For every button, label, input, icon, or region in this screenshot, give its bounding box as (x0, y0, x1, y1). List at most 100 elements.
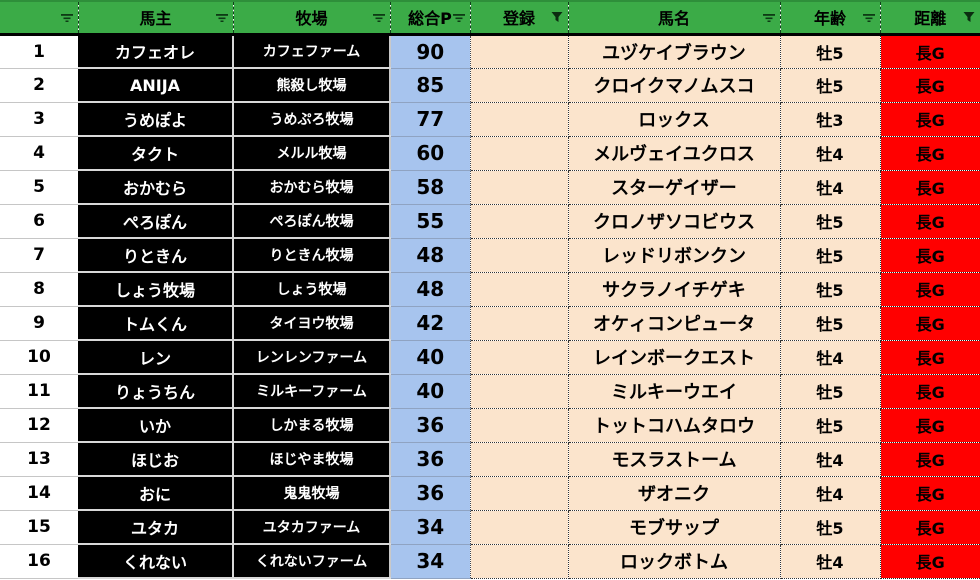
cell-points[interactable]: 34 (390, 544, 471, 579)
cell-farm[interactable]: カフェファーム (233, 34, 391, 69)
cell-points[interactable]: 40 (390, 340, 471, 375)
cell-points[interactable]: 58 (390, 170, 471, 205)
cell-age[interactable]: 牡4 (780, 442, 881, 477)
cell-owner[interactable]: ぺろぽん (78, 204, 234, 239)
cell-age[interactable]: 牡4 (780, 476, 881, 511)
cell-points[interactable]: 48 (390, 238, 471, 273)
cell-age[interactable]: 牡5 (780, 510, 881, 545)
cell-age[interactable]: 牡5 (780, 204, 881, 239)
cell-age[interactable]: 牡5 (780, 238, 881, 273)
header-registration[interactable]: 登録 (469, 0, 568, 36)
cell-age[interactable]: 牡5 (780, 34, 881, 69)
cell-row-number[interactable]: 4 (0, 136, 78, 171)
cell-points[interactable]: 60 (390, 136, 471, 171)
cell-age[interactable]: 牡4 (780, 136, 881, 171)
cell-age[interactable]: 牡4 (780, 340, 881, 375)
filter-dropdown-icon[interactable] (451, 9, 467, 25)
cell-distance[interactable]: 長G (880, 476, 980, 511)
cell-registration[interactable] (470, 204, 569, 239)
header-rownum[interactable] (0, 0, 78, 36)
cell-horse-name[interactable]: ミルキーウエイ (568, 374, 781, 409)
cell-age[interactable]: 牡5 (780, 68, 881, 103)
filter-dropdown-icon[interactable] (761, 9, 777, 25)
cell-points[interactable]: 48 (390, 272, 471, 307)
cell-distance[interactable]: 長G (880, 170, 980, 205)
filter-dropdown-icon[interactable] (861, 9, 877, 25)
cell-horse-name[interactable]: サクラノイチゲキ (568, 272, 781, 307)
cell-horse-name[interactable]: スターゲイザー (568, 170, 781, 205)
cell-farm[interactable]: ほじやま牧場 (233, 442, 391, 477)
cell-registration[interactable] (470, 476, 569, 511)
cell-distance[interactable]: 長G (880, 102, 980, 137)
cell-horse-name[interactable]: メルヴェイユクロス (568, 136, 781, 171)
cell-distance[interactable]: 長G (880, 306, 980, 341)
filter-dropdown-icon[interactable] (59, 9, 75, 25)
cell-row-number[interactable]: 7 (0, 238, 78, 273)
cell-farm[interactable]: しょう牧場 (233, 272, 391, 307)
cell-horse-name[interactable]: ロックス (568, 102, 781, 137)
cell-horse-name[interactable]: モスラストーム (568, 442, 781, 477)
cell-farm[interactable]: うめぷろ牧場 (233, 102, 391, 137)
cell-row-number[interactable]: 8 (0, 272, 78, 307)
cell-distance[interactable]: 長G (880, 34, 980, 69)
cell-owner[interactable]: トムくん (78, 306, 234, 341)
cell-row-number[interactable]: 14 (0, 476, 78, 511)
cell-points[interactable]: 36 (390, 476, 471, 511)
cell-row-number[interactable]: 1 (0, 34, 78, 69)
cell-registration[interactable] (470, 408, 569, 443)
cell-horse-name[interactable]: クロイクマノムスコ (568, 68, 781, 103)
filter-dropdown-icon[interactable] (371, 9, 387, 25)
cell-distance[interactable]: 長G (880, 374, 980, 409)
cell-registration[interactable] (470, 306, 569, 341)
filter-dropdown-icon[interactable] (214, 9, 230, 25)
cell-horse-name[interactable]: ザオニク (568, 476, 781, 511)
cell-horse-name[interactable]: レッドリボンクン (568, 238, 781, 273)
cell-row-number[interactable]: 3 (0, 102, 78, 137)
cell-age[interactable]: 牡5 (780, 408, 881, 443)
cell-row-number[interactable]: 16 (0, 544, 78, 579)
cell-farm[interactable]: ユタカファーム (233, 510, 391, 545)
cell-points[interactable]: 34 (390, 510, 471, 545)
cell-registration[interactable] (470, 136, 569, 171)
cell-points[interactable]: 90 (390, 34, 471, 69)
cell-registration[interactable] (470, 340, 569, 375)
cell-owner[interactable]: タクト (78, 136, 234, 171)
cell-distance[interactable]: 長G (880, 68, 980, 103)
cell-registration[interactable] (470, 374, 569, 409)
cell-distance[interactable]: 長G (880, 510, 980, 545)
cell-owner[interactable]: ANIJA (78, 68, 234, 103)
cell-owner[interactable]: カフェオレ (78, 34, 234, 69)
cell-horse-name[interactable]: オケィコンピュータ (568, 306, 781, 341)
cell-owner[interactable]: くれない (78, 544, 234, 579)
cell-distance[interactable]: 長G (880, 340, 980, 375)
cell-owner[interactable]: おに (78, 476, 234, 511)
cell-owner[interactable]: おかむら (78, 170, 234, 205)
cell-registration[interactable] (470, 544, 569, 579)
cell-points[interactable]: 36 (390, 408, 471, 443)
cell-distance[interactable]: 長G (880, 238, 980, 273)
header-points[interactable]: 総合P (389, 0, 470, 36)
cell-registration[interactable] (470, 68, 569, 103)
cell-points[interactable]: 77 (390, 102, 471, 137)
cell-farm[interactable]: くれないファーム (233, 544, 391, 579)
cell-points[interactable]: 36 (390, 442, 471, 477)
cell-farm[interactable]: りときん牧場 (233, 238, 391, 273)
cell-distance[interactable]: 長G (880, 136, 980, 171)
cell-registration[interactable] (470, 102, 569, 137)
header-farm[interactable]: 牧場 (232, 0, 390, 36)
cell-distance[interactable]: 長G (880, 204, 980, 239)
cell-farm[interactable]: おかむら牧場 (233, 170, 391, 205)
cell-row-number[interactable]: 10 (0, 340, 78, 375)
cell-owner[interactable]: うめぽよ (78, 102, 234, 137)
cell-horse-name[interactable]: レインボークエスト (568, 340, 781, 375)
cell-row-number[interactable]: 5 (0, 170, 78, 205)
cell-registration[interactable] (470, 238, 569, 273)
cell-owner[interactable]: いか (78, 408, 234, 443)
cell-row-number[interactable]: 2 (0, 68, 78, 103)
cell-row-number[interactable]: 11 (0, 374, 78, 409)
header-age[interactable]: 年齢 (779, 0, 880, 36)
header-owner[interactable]: 馬主 (77, 0, 233, 36)
cell-age[interactable]: 牡4 (780, 170, 881, 205)
cell-farm[interactable]: ミルキーファーム (233, 374, 391, 409)
cell-row-number[interactable]: 12 (0, 408, 78, 443)
